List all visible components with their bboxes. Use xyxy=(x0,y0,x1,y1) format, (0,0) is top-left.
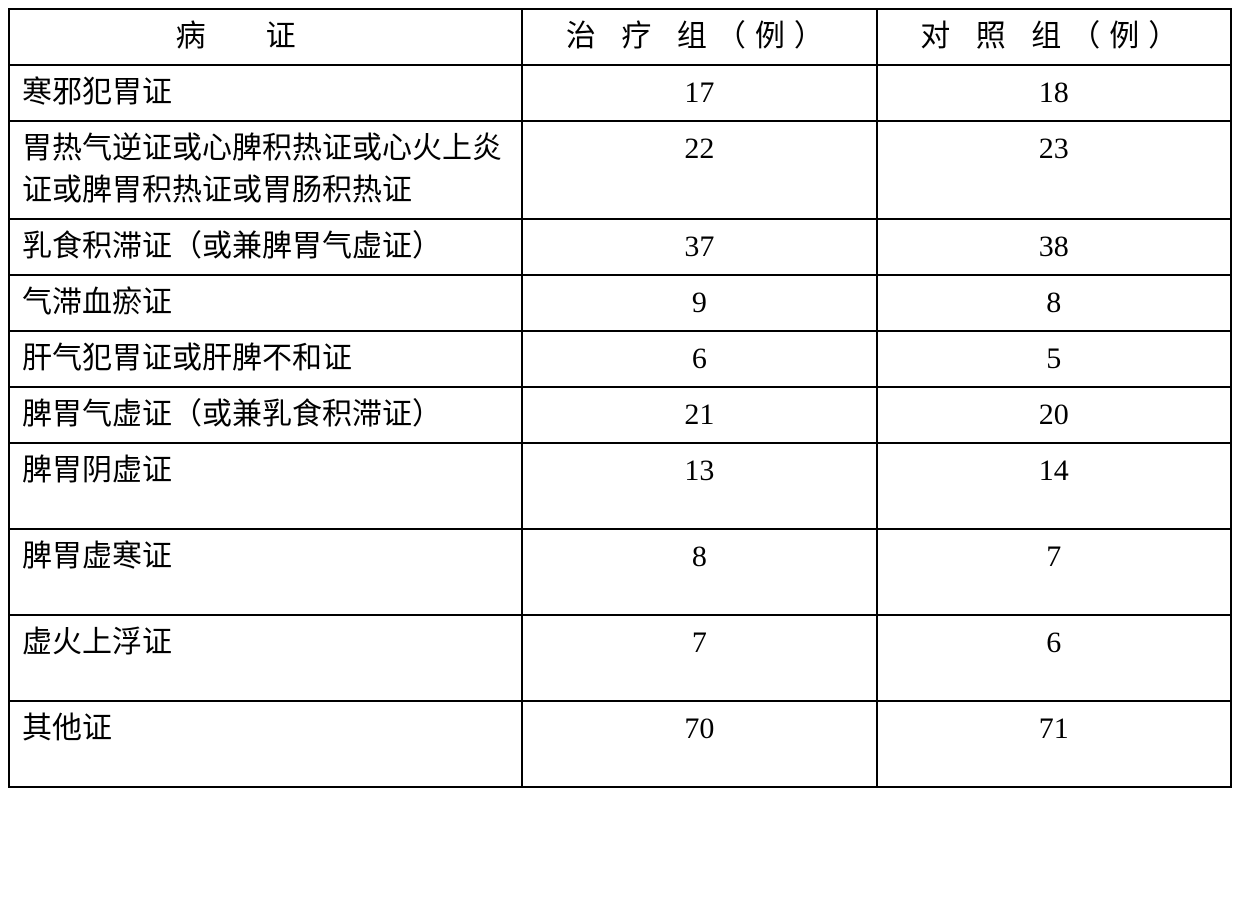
control-cell: 6 xyxy=(877,615,1231,701)
control-cell: 18 xyxy=(877,65,1231,121)
header-treatment-group: 治 疗 组（例） xyxy=(522,9,876,65)
syndrome-cell: 脾胃虚寒证 xyxy=(9,529,522,615)
treatment-cell: 17 xyxy=(522,65,876,121)
control-cell: 8 xyxy=(877,275,1231,331)
table-row: 肝气犯胃证或肝脾不和证65 xyxy=(9,331,1231,387)
syndrome-cell: 气滞血瘀证 xyxy=(9,275,522,331)
treatment-cell: 70 xyxy=(522,701,876,787)
syndrome-cell: 脾胃阴虚证 xyxy=(9,443,522,529)
treatment-cell: 13 xyxy=(522,443,876,529)
control-cell: 23 xyxy=(877,121,1231,219)
table-row: 脾胃气虚证（或兼乳食积滞证）2120 xyxy=(9,387,1231,443)
syndrome-cell: 其他证 xyxy=(9,701,522,787)
syndrome-cell: 乳食积滞证（或兼脾胃气虚证） xyxy=(9,219,522,275)
treatment-cell: 22 xyxy=(522,121,876,219)
control-cell: 71 xyxy=(877,701,1231,787)
table-row: 气滞血瘀证98 xyxy=(9,275,1231,331)
table-row: 脾胃虚寒证87 xyxy=(9,529,1231,615)
syndrome-cell: 虚火上浮证 xyxy=(9,615,522,701)
syndrome-group-table: 病证 治 疗 组（例） 对 照 组（例） 寒邪犯胃证1718胃热气逆证或心脾积热… xyxy=(8,8,1232,788)
control-cell: 7 xyxy=(877,529,1231,615)
table-row: 寒邪犯胃证1718 xyxy=(9,65,1231,121)
treatment-cell: 6 xyxy=(522,331,876,387)
table-row: 胃热气逆证或心脾积热证或心火上炎证或脾胃积热证或胃肠积热证2223 xyxy=(9,121,1231,219)
table-body: 寒邪犯胃证1718胃热气逆证或心脾积热证或心火上炎证或脾胃积热证或胃肠积热证22… xyxy=(9,65,1231,787)
treatment-cell: 7 xyxy=(522,615,876,701)
control-cell: 14 xyxy=(877,443,1231,529)
syndrome-cell: 寒邪犯胃证 xyxy=(9,65,522,121)
header-syndrome: 病证 xyxy=(9,9,522,65)
header-control-group: 对 照 组（例） xyxy=(877,9,1231,65)
treatment-cell: 8 xyxy=(522,529,876,615)
syndrome-cell: 脾胃气虚证（或兼乳食积滞证） xyxy=(9,387,522,443)
control-cell: 38 xyxy=(877,219,1231,275)
table-row: 虚火上浮证76 xyxy=(9,615,1231,701)
header-row: 病证 治 疗 组（例） 对 照 组（例） xyxy=(9,9,1231,65)
table-row: 乳食积滞证（或兼脾胃气虚证）3738 xyxy=(9,219,1231,275)
control-cell: 20 xyxy=(877,387,1231,443)
syndrome-cell: 胃热气逆证或心脾积热证或心火上炎证或脾胃积热证或胃肠积热证 xyxy=(9,121,522,219)
table-row: 其他证7071 xyxy=(9,701,1231,787)
syndrome-cell: 肝气犯胃证或肝脾不和证 xyxy=(9,331,522,387)
table-header: 病证 治 疗 组（例） 对 照 组（例） xyxy=(9,9,1231,65)
table-row: 脾胃阴虚证1314 xyxy=(9,443,1231,529)
treatment-cell: 9 xyxy=(522,275,876,331)
control-cell: 5 xyxy=(877,331,1231,387)
treatment-cell: 21 xyxy=(522,387,876,443)
treatment-cell: 37 xyxy=(522,219,876,275)
